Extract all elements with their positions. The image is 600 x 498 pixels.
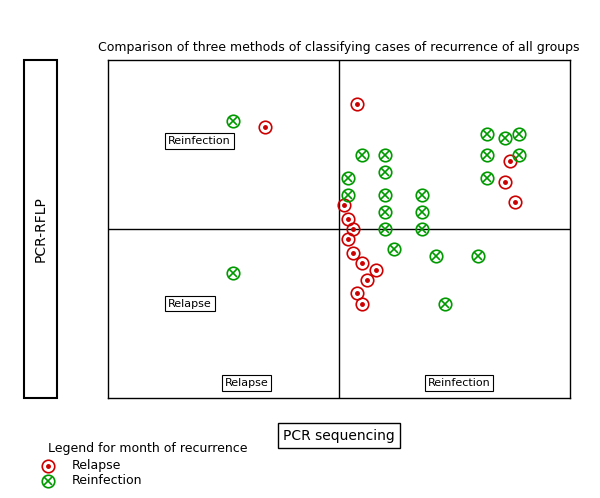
Text: PCR-RFLP: PCR-RFLP	[34, 196, 47, 262]
Text: PCR sequencing: PCR sequencing	[283, 429, 395, 443]
Title: Comparison of three methods of classifying cases of recurrence of all groups: Comparison of three methods of classifyi…	[98, 41, 580, 54]
Text: Reinfection: Reinfection	[428, 378, 490, 388]
Text: Relapse: Relapse	[225, 378, 268, 388]
Text: Reinfection: Reinfection	[72, 474, 143, 487]
Text: Relapse: Relapse	[72, 459, 121, 472]
Text: Relapse: Relapse	[168, 299, 212, 309]
Text: Reinfection: Reinfection	[168, 136, 231, 146]
Text: Legend for month of recurrence: Legend for month of recurrence	[48, 442, 248, 455]
